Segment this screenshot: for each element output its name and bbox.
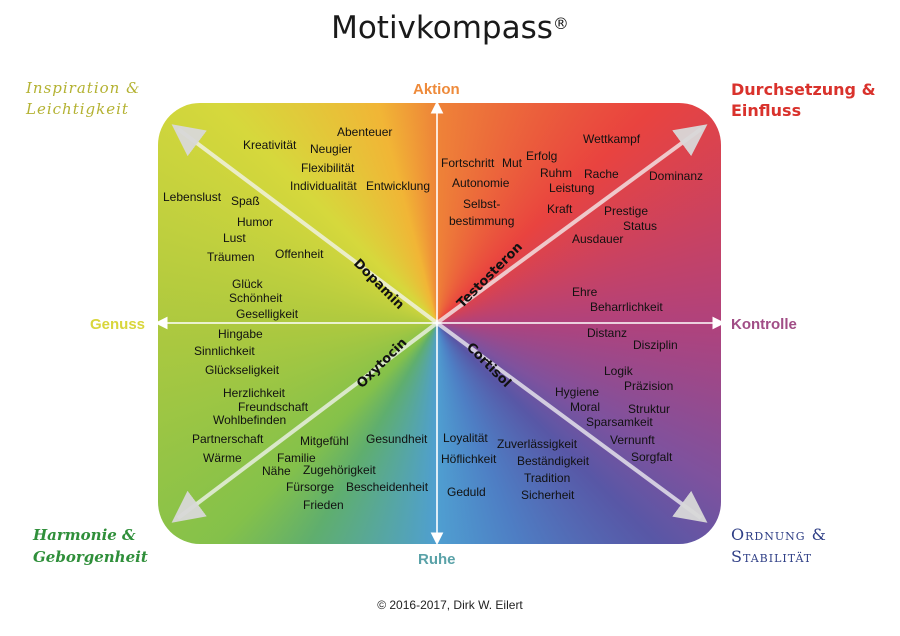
- word-geduld: Geduld: [447, 485, 486, 499]
- word-distanz: Distanz: [587, 326, 628, 340]
- word-ruhm: Ruhm: [540, 166, 573, 180]
- word-struktur: Struktur: [628, 402, 671, 416]
- word-lust: Lust: [223, 231, 246, 245]
- word-leistung: Leistung: [549, 181, 595, 195]
- word-humor: Humor: [237, 215, 274, 229]
- copyright-footer: © 2016-2017, Dirk W. Eilert: [377, 598, 523, 612]
- word-hingabe: Hingabe: [218, 327, 263, 341]
- word-abenteuer: Abenteuer: [337, 125, 393, 139]
- word-fortschritt: Fortschritt: [441, 156, 495, 170]
- word-fuersorge: Fürsorge: [286, 480, 335, 494]
- word-kraft: Kraft: [547, 202, 573, 216]
- word-dominanz: Dominanz: [649, 169, 704, 183]
- word-wohlbefinden: Wohlbefinden: [213, 413, 287, 427]
- word-disziplin: Disziplin: [633, 338, 678, 352]
- corner-label-ordnung: Ordnung & Stabilität: [731, 525, 827, 566]
- word-rache: Rache: [584, 167, 619, 181]
- axis-label-ruhe: Ruhe: [418, 551, 456, 568]
- axis-label-genuss: Genuss: [90, 316, 146, 333]
- word-autonomie: Autonomie: [452, 176, 510, 190]
- word-gesundheit: Gesundheit: [366, 432, 428, 446]
- corner-label-harmonie: Harmonie & Geborgenheit: [33, 526, 148, 566]
- word-wettkampf: Wettkampf: [583, 132, 641, 146]
- word-partnerschaft: Partnerschaft: [192, 432, 264, 446]
- word-entwicklung: Entwicklung: [366, 179, 431, 193]
- word-selbstbestimmung-2: bestimmung: [449, 214, 515, 228]
- axis-label-kontrolle: Kontrolle: [731, 316, 797, 333]
- word-geselligkeit: Geselligkeit: [236, 307, 299, 321]
- word-neugier: Neugier: [310, 142, 353, 156]
- word-familie: Familie: [277, 451, 316, 465]
- word-sinnlichkeit: Sinnlichkeit: [194, 344, 255, 358]
- word-zugehoerigkeit: Zugehörigkeit: [303, 463, 376, 477]
- word-kreativitaet: Kreativität: [243, 138, 297, 152]
- word-freundschaft: Freundschaft: [238, 400, 309, 414]
- word-schoenheit: Schönheit: [229, 291, 283, 305]
- word-moral: Moral: [570, 400, 601, 414]
- word-traeumen: Träumen: [207, 250, 255, 264]
- word-individualitaet: Individualität: [290, 179, 357, 193]
- word-naehe: Nähe: [262, 464, 291, 478]
- diagonal-arrow-bottom-left: [171, 321, 439, 523]
- word-bestaendigkeit: Beständigkeit: [517, 454, 590, 468]
- word-prestige: Prestige: [604, 204, 649, 218]
- word-glueckseligkeit: Glückseligkeit: [205, 363, 280, 377]
- page-title: Motivkompass®: [331, 10, 569, 46]
- word-mut: Mut: [502, 156, 523, 170]
- word-sicherheit: Sicherheit: [521, 488, 575, 502]
- word-praezision: Präzision: [624, 379, 674, 393]
- word-status: Status: [623, 219, 658, 233]
- word-flexibilitaet: Flexibilität: [301, 161, 355, 175]
- word-waerme: Wärme: [203, 451, 242, 465]
- word-logik: Logik: [604, 364, 633, 378]
- word-ausdauer: Ausdauer: [572, 232, 624, 246]
- diagonal-arrow-bottom-right: [435, 321, 708, 523]
- word-sparsamkeit: Sparsamkeit: [586, 415, 653, 429]
- word-beharrlichkeit: Beharrlichkeit: [590, 300, 663, 314]
- word-sorgfalt: Sorgfalt: [631, 450, 673, 464]
- word-mitgefuehl: Mitgefühl: [300, 434, 349, 448]
- compass-axes: [171, 124, 708, 523]
- word-glueck: Glück: [232, 277, 263, 291]
- word-zuverlaessigkeit: Zuverlässigkeit: [497, 437, 578, 451]
- word-lebenslust: Lebenslust: [163, 190, 222, 204]
- word-selbstbestimmung-1: Selbst-: [463, 197, 501, 211]
- corner-label-inspiration: Inspiration & Leichtigkeit: [26, 79, 141, 118]
- word-tradition: Tradition: [524, 471, 571, 485]
- word-vernunft: Vernunft: [610, 433, 655, 447]
- word-herzlichkeit: Herzlichkeit: [223, 386, 286, 400]
- diagonal-arrow-top-left: [171, 124, 439, 325]
- word-offenheit: Offenheit: [275, 247, 324, 261]
- word-ehre: Ehre: [572, 285, 598, 299]
- word-bescheidenheit: Bescheidenheit: [346, 480, 429, 494]
- word-hygiene: Hygiene: [555, 385, 600, 399]
- registered-mark: ®: [552, 14, 569, 33]
- corner-label-durchsetzung: Durchsetzung & Einfluss: [731, 80, 876, 120]
- word-spass: Spaß: [231, 194, 260, 208]
- word-loyalitaet: Loyalität: [443, 431, 488, 445]
- diagonal-arrow-top-right: [435, 124, 708, 325]
- word-erfolg: Erfolg: [526, 149, 558, 163]
- word-frieden: Frieden: [303, 498, 344, 512]
- word-hoeflichkeit: Höflichkeit: [441, 452, 497, 466]
- axis-label-aktion: Aktion: [413, 81, 460, 98]
